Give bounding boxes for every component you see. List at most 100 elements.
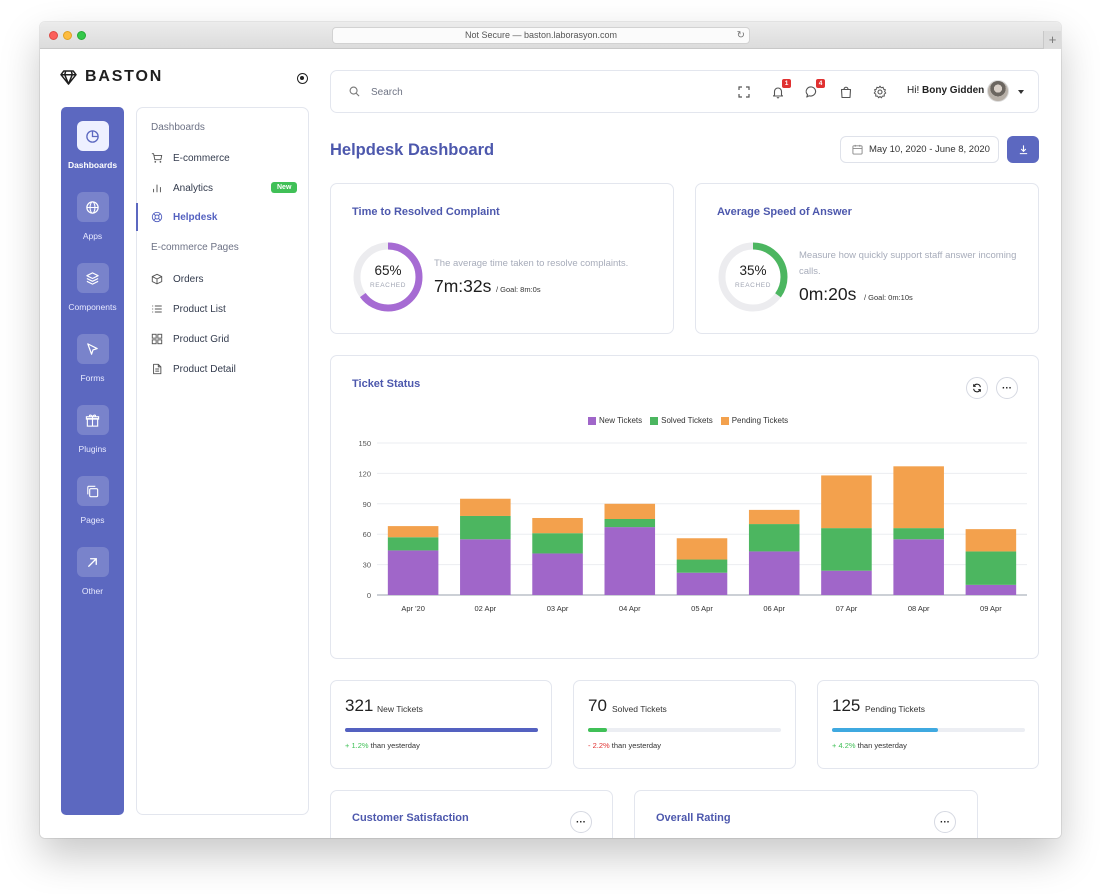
cart-icon <box>151 153 163 163</box>
download-icon <box>1019 145 1027 155</box>
bar-segment <box>748 551 800 595</box>
y-tick-label: 60 <box>363 530 371 539</box>
y-tick-label: 30 <box>363 561 371 570</box>
layers-icon <box>86 271 99 285</box>
refresh-icon <box>973 383 981 393</box>
notifications-badge: 1 <box>782 79 791 88</box>
sidebar-toggle-icon[interactable] <box>297 73 308 84</box>
avatar[interactable] <box>987 80 1009 102</box>
download-button[interactable] <box>1007 136 1039 163</box>
fullscreen-icon[interactable] <box>737 85 751 99</box>
kpi-card-answer-speed: Average Speed of Answer 35% REACHED Meas… <box>695 183 1039 334</box>
legend-swatch <box>650 416 659 425</box>
search-input[interactable] <box>371 83 671 101</box>
x-tick-label: 02 Apr <box>474 604 496 613</box>
donut-progress-arc <box>353 242 423 312</box>
user-greeting[interactable]: Hi! Bony Gidden <box>907 85 984 96</box>
x-tick-label: 04 Apr <box>619 604 641 613</box>
rail-label: Apps <box>82 231 103 241</box>
more-icon: ··· <box>1002 382 1012 394</box>
copy-icon <box>87 485 99 497</box>
subnav-item-helpdesk[interactable]: Helpdesk <box>151 209 217 225</box>
x-tick-label: 06 Apr <box>763 604 785 613</box>
rail-item-dashboards[interactable]: Dashboards <box>61 121 124 170</box>
subnav-item-orders[interactable]: Orders <box>151 271 204 287</box>
progress-fill <box>588 728 608 732</box>
cursor-icon <box>87 342 98 355</box>
grid-icon <box>151 333 163 345</box>
kpi-value: 0m:20s <box>799 284 857 304</box>
reload-icon[interactable]: ↻ <box>736 30 745 41</box>
subnav-label: Product Detail <box>173 363 236 375</box>
change-value: + 1.2% <box>345 741 369 750</box>
new-tab-button[interactable]: + <box>1043 31 1061 49</box>
new-badge: New <box>271 182 298 193</box>
date-range-picker[interactable]: May 10, 2020 - June 8, 2020 <box>840 136 999 163</box>
kpi-description: Measure how quickly support staff answer… <box>799 250 1017 277</box>
subnav-item-product-detail[interactable]: Product Detail <box>151 361 236 377</box>
subnav-heading-dashboards: Dashboards <box>151 122 205 133</box>
subnav-heading-ecommerce: E-commerce Pages <box>151 242 239 253</box>
legend-item-solved[interactable]: Solved Tickets <box>650 416 713 425</box>
card-title: Average Speed of Answer <box>717 206 852 218</box>
rail-label: Other <box>81 586 104 596</box>
rail-item-forms[interactable]: Forms <box>61 334 124 383</box>
subnav-item-product-list[interactable]: Product List <box>151 301 226 317</box>
subnav-label: Product Grid <box>173 333 230 345</box>
date-range-text: May 10, 2020 - June 8, 2020 <box>869 144 990 155</box>
more-options-button[interactable]: ··· <box>934 811 956 833</box>
chevron-down-icon[interactable] <box>1018 90 1024 94</box>
legend-item-pending[interactable]: Pending Tickets <box>720 416 789 425</box>
minimize-window-button[interactable] <box>63 31 72 40</box>
card-title: Customer Satisfaction <box>352 812 469 824</box>
rail-item-plugins[interactable]: Plugins <box>61 405 124 454</box>
rail-item-pages[interactable]: Pages <box>61 476 124 525</box>
bar-segment <box>387 526 439 538</box>
rail-button <box>76 192 109 222</box>
refresh-button[interactable] <box>966 377 988 399</box>
more-options-button[interactable]: ··· <box>570 811 592 833</box>
bar-segment <box>460 539 511 595</box>
bar-segment <box>604 519 656 528</box>
browser-window: Not Secure — baston.laborasyon.com ↻ + B… <box>40 22 1061 838</box>
maximize-window-button[interactable] <box>77 31 86 40</box>
bar-segment <box>965 584 1017 595</box>
kpi-goal: / Goal: 8m:0s <box>496 285 541 294</box>
rail-button <box>76 476 109 506</box>
subnav-item-ecommerce[interactable]: E-commerce <box>151 150 230 166</box>
address-bar-text: Not Secure — baston.laborasyon.com <box>464 30 618 40</box>
kpi-description: The average time taken to resolve compla… <box>434 258 629 269</box>
x-tick-label: 09 Apr <box>980 604 1002 613</box>
rail-item-components[interactable]: Components <box>61 263 124 312</box>
app-container: BASTON Dashboards Apps Components <box>40 49 1061 838</box>
address-bar[interactable]: Not Secure — baston.laborasyon.com ↻ <box>332 27 750 44</box>
legend-label: Pending Tickets <box>731 416 789 425</box>
subnav-item-product-grid[interactable]: Product Grid <box>151 331 229 347</box>
notifications-button[interactable]: 1 <box>771 79 791 99</box>
rail-item-other[interactable]: Other <box>61 547 124 596</box>
bar-segment <box>532 517 583 534</box>
legend-item-new[interactable]: New Tickets <box>588 416 642 425</box>
progress-track <box>832 728 1025 732</box>
brand-logo[interactable]: BASTON <box>60 68 163 86</box>
rail-item-apps[interactable]: Apps <box>61 192 124 241</box>
card-title: Ticket Status <box>352 378 421 390</box>
subnav-label: E-commerce <box>173 152 230 164</box>
more-options-button[interactable]: ··· <box>996 377 1018 399</box>
bar-segment <box>604 527 656 595</box>
gear-icon[interactable] <box>873 85 887 99</box>
shopping-bag-icon[interactable] <box>839 85 853 99</box>
legend-swatch <box>720 416 729 425</box>
bar-segment <box>748 509 800 525</box>
bar-segment <box>676 559 728 573</box>
y-tick-label: 150 <box>358 439 371 448</box>
messages-button[interactable]: 4 <box>805 79 825 99</box>
subnav-item-analytics[interactable]: Analytics <box>151 180 213 196</box>
stat-card-new-tickets: 321 New Tickets + 1.2% than yesterday <box>330 680 552 769</box>
close-window-button[interactable] <box>49 31 58 40</box>
topbar: 1 4 Hi! Bony Gidden <box>330 70 1039 113</box>
bar-segment <box>893 466 944 529</box>
search-icon <box>349 86 360 97</box>
legend-label: Solved Tickets <box>661 416 713 425</box>
x-tick-label: Apr '20 <box>401 604 425 613</box>
